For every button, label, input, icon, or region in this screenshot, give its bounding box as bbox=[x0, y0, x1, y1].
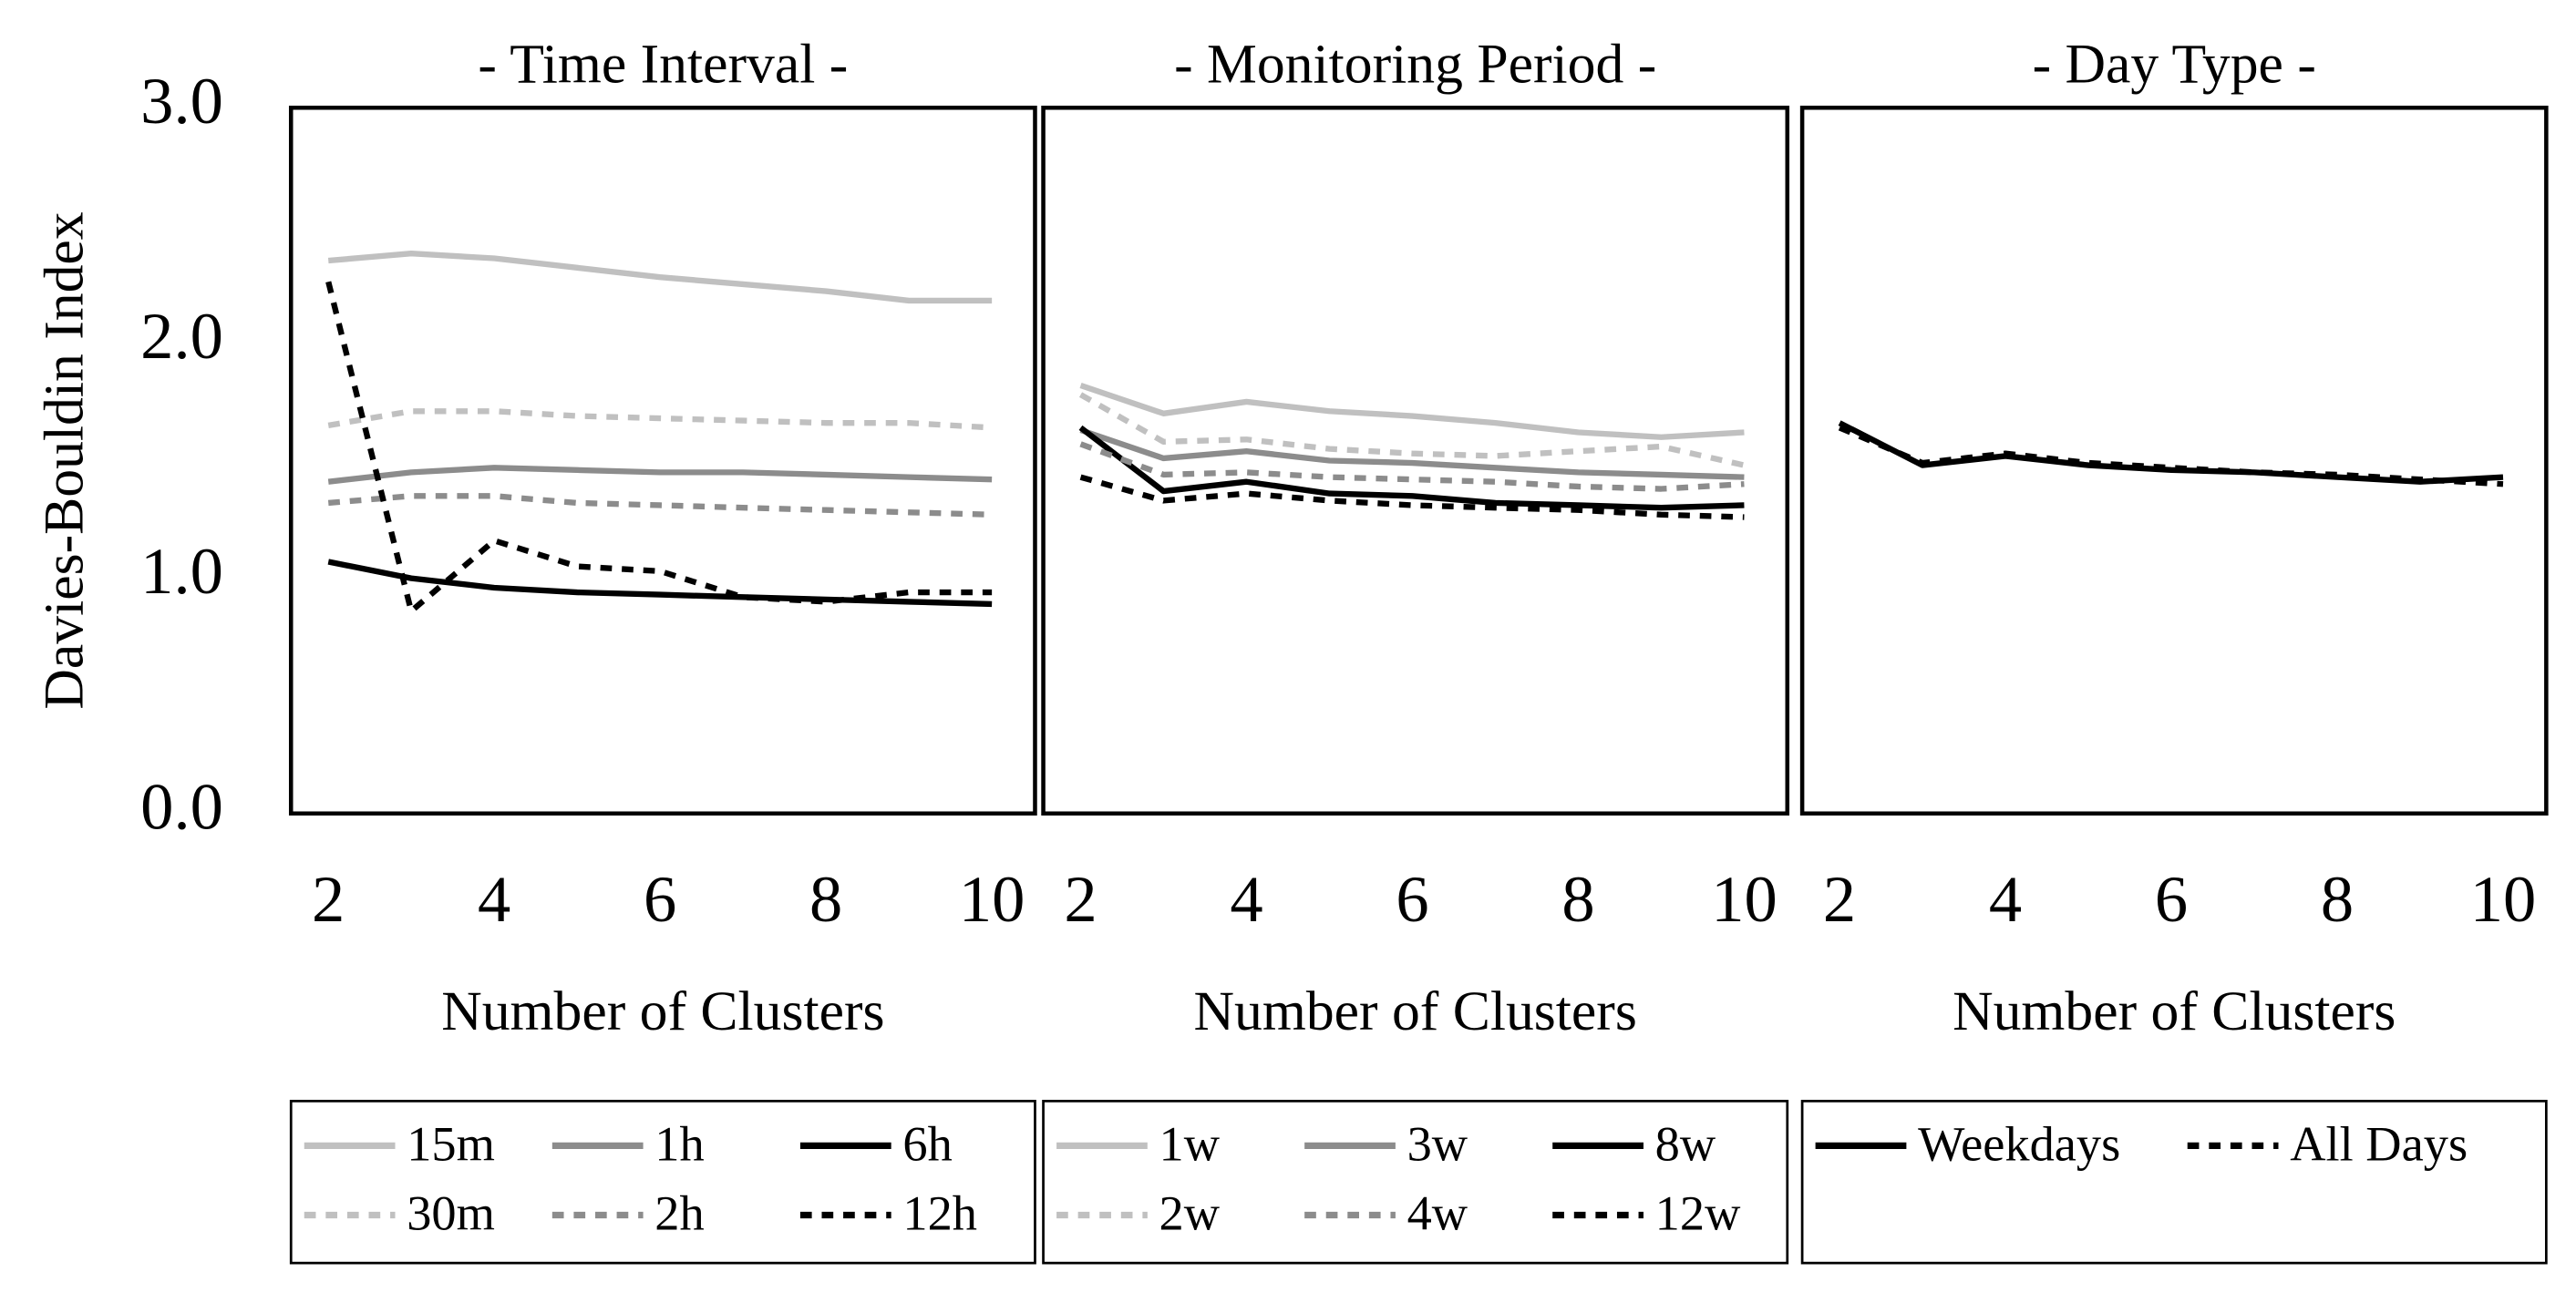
x-tick-label: 4 bbox=[478, 862, 510, 936]
legend-label: 12w bbox=[1655, 1186, 1741, 1241]
series-line bbox=[1078, 425, 1745, 511]
legend-label: 1w bbox=[1159, 1116, 1221, 1171]
panel-title: - Time Interval - bbox=[478, 34, 848, 96]
x-tick-label: 2 bbox=[312, 862, 345, 936]
legend-label: Weekdays bbox=[1918, 1116, 2120, 1171]
legend-label: 12h bbox=[902, 1186, 977, 1241]
x-tick-label: 8 bbox=[1561, 862, 1594, 936]
x-axis-label: Number of Clusters bbox=[441, 980, 884, 1042]
series-line bbox=[327, 493, 993, 518]
legend-label: 30m bbox=[407, 1186, 495, 1241]
x-tick-label: 2 bbox=[1823, 862, 1856, 936]
series-line bbox=[1078, 392, 1746, 468]
series-line bbox=[325, 281, 993, 614]
series-line bbox=[1079, 382, 1745, 440]
series-line bbox=[327, 559, 993, 608]
legend-label: 15m bbox=[407, 1116, 495, 1171]
legend-frame bbox=[1042, 1100, 1789, 1265]
series-line bbox=[327, 251, 993, 304]
legend-label: 2w bbox=[1159, 1186, 1221, 1241]
legend-frame bbox=[1800, 1100, 2548, 1265]
y-tick-label: 1.0 bbox=[140, 534, 223, 608]
series-line bbox=[1838, 420, 2504, 485]
series-line bbox=[1079, 441, 1745, 492]
x-tick-label: 2 bbox=[1064, 862, 1097, 936]
series-line bbox=[327, 465, 993, 485]
legend-label: 6h bbox=[902, 1116, 952, 1171]
panel-title: - Day Type - bbox=[2033, 34, 2316, 96]
x-tick-label: 8 bbox=[809, 862, 842, 936]
legend-label: 1h bbox=[654, 1116, 704, 1171]
plot-frame bbox=[1799, 105, 2549, 816]
x-tick-label: 8 bbox=[2321, 862, 2354, 936]
plot-frame bbox=[1041, 105, 1790, 816]
x-tick-label: 4 bbox=[1230, 862, 1262, 936]
x-tick-label: 6 bbox=[644, 862, 676, 936]
legend-frame bbox=[289, 1100, 1036, 1265]
y-tick-label: 0.0 bbox=[140, 769, 223, 843]
x-tick-label: 10 bbox=[959, 862, 1025, 936]
x-tick-label: 4 bbox=[1989, 862, 2022, 936]
x-axis-label: Number of Clusters bbox=[1953, 980, 2396, 1042]
x-tick-label: 10 bbox=[1711, 862, 1777, 936]
y-axis-label: Davies-Bouldin Index bbox=[33, 211, 95, 709]
panel-title: - Monitoring Period - bbox=[1174, 34, 1656, 96]
legend-label: 4w bbox=[1407, 1186, 1468, 1241]
legend-label: 3w bbox=[1407, 1116, 1468, 1171]
legend-label: 2h bbox=[654, 1186, 704, 1241]
series-line bbox=[327, 408, 993, 431]
legend-label: All Days bbox=[2290, 1116, 2468, 1171]
y-tick-label: 2.0 bbox=[140, 299, 223, 373]
series-line bbox=[1838, 425, 2504, 487]
plot-frame bbox=[288, 105, 1037, 816]
series-line bbox=[1079, 426, 1745, 480]
x-axis-label: Number of Clusters bbox=[1194, 980, 1637, 1042]
x-tick-label: 10 bbox=[2470, 862, 2537, 936]
series-line bbox=[1079, 474, 1745, 520]
x-tick-label: 6 bbox=[2155, 862, 2188, 936]
y-tick-label: 3.0 bbox=[140, 64, 223, 138]
x-tick-label: 6 bbox=[1396, 862, 1428, 936]
legend-label: 8w bbox=[1655, 1116, 1716, 1171]
